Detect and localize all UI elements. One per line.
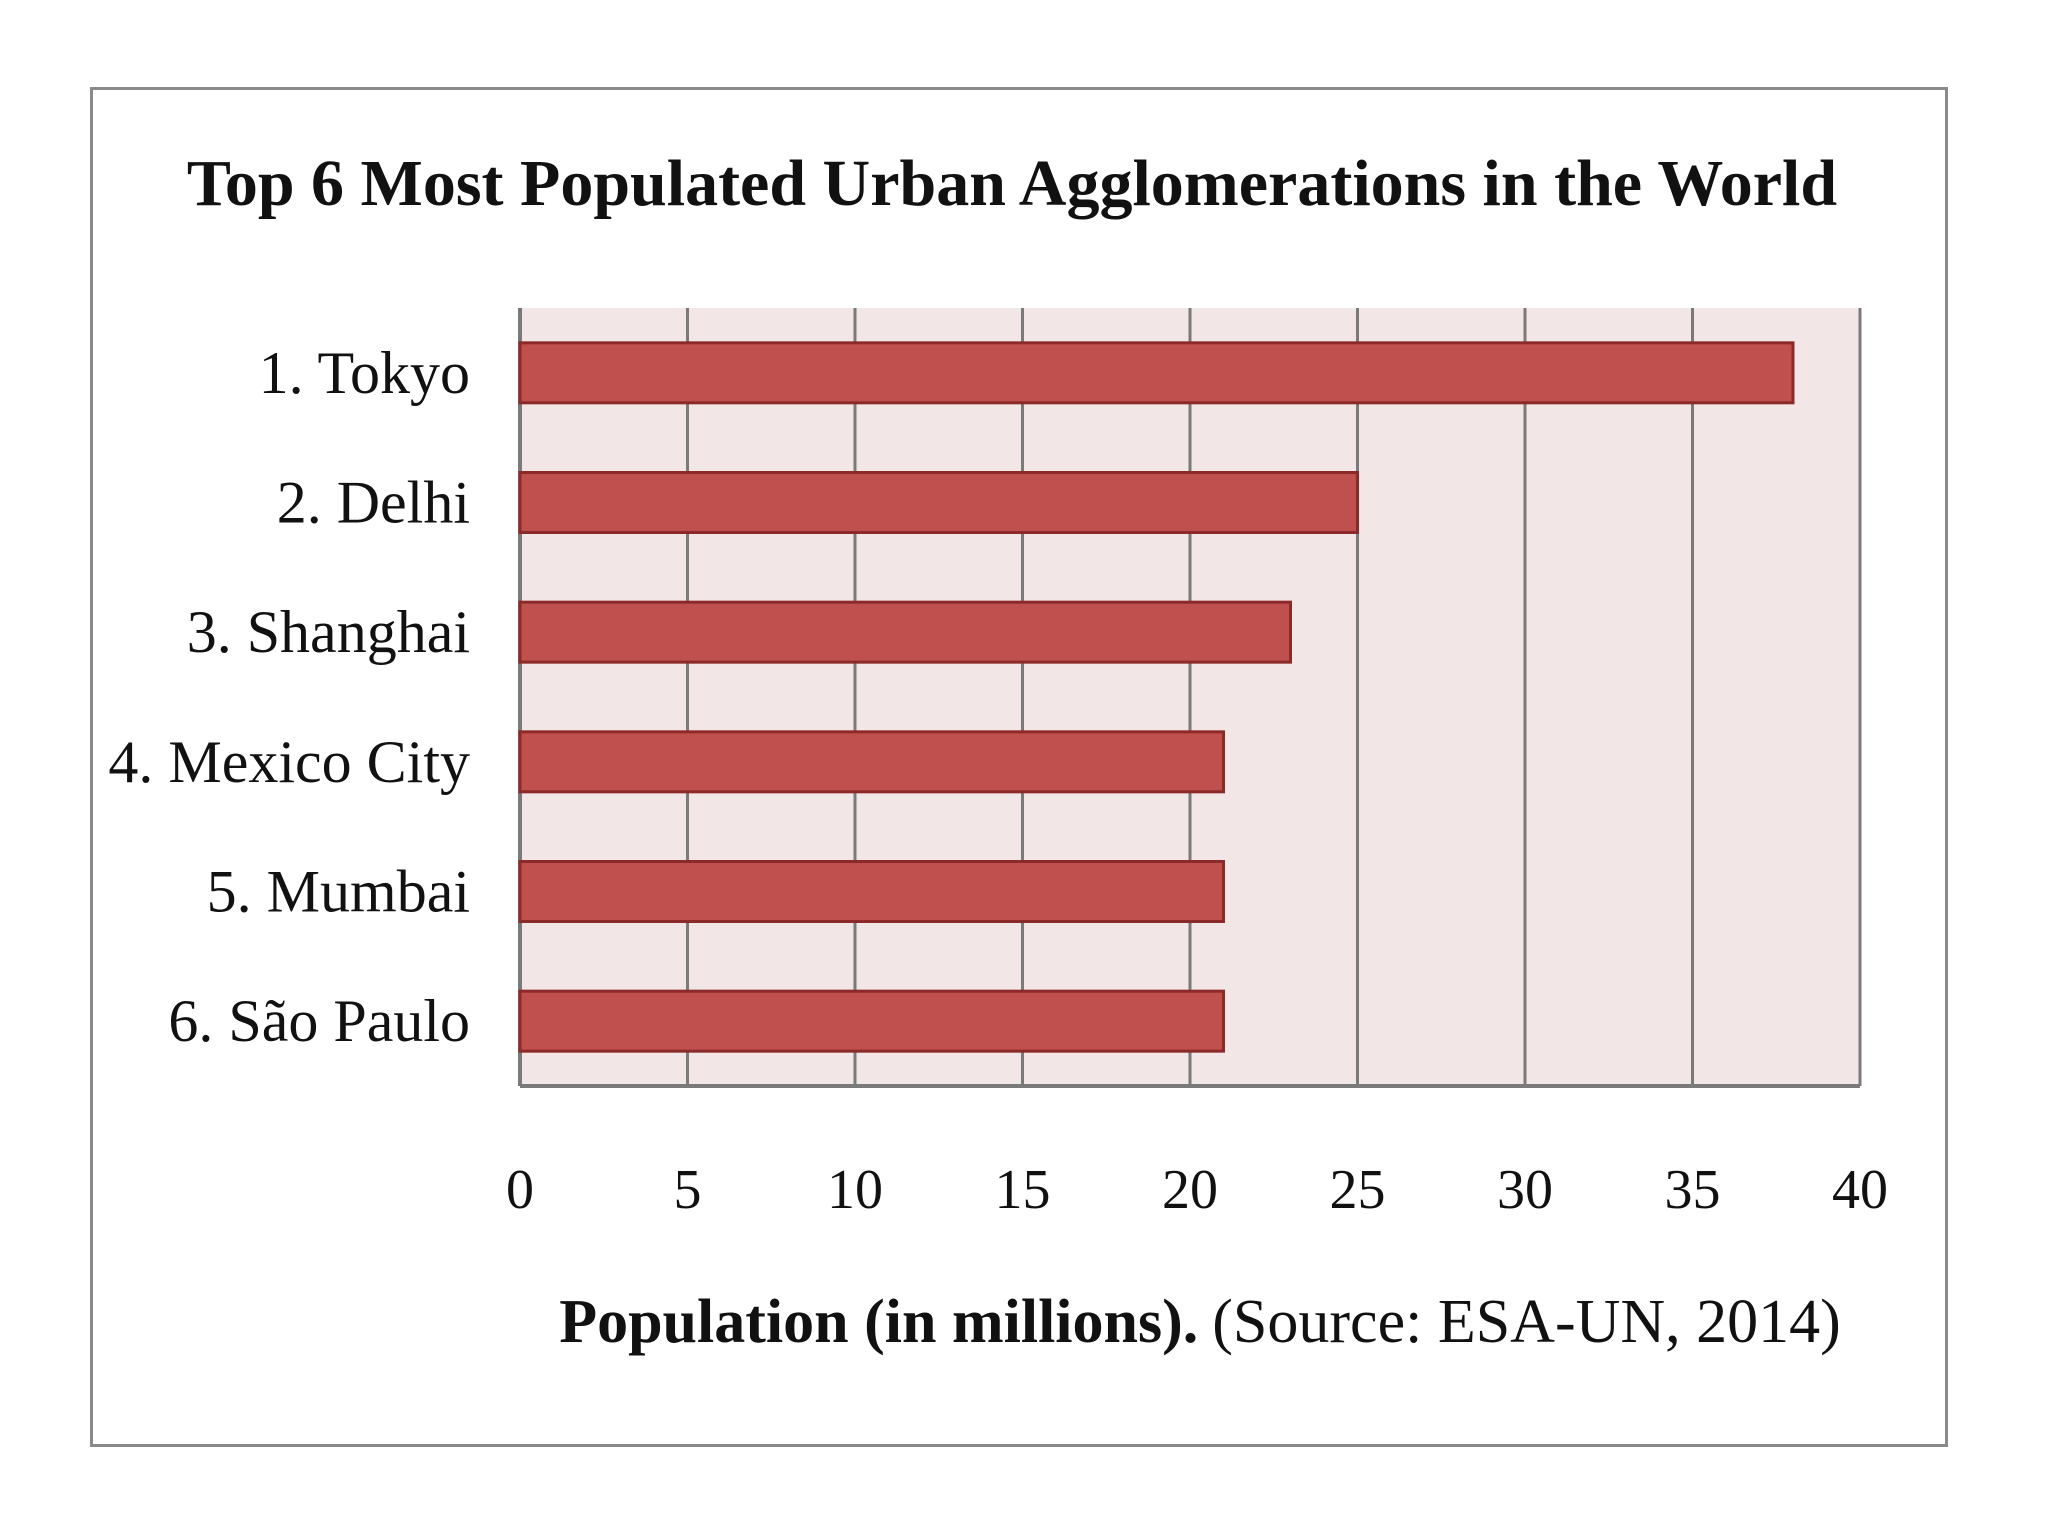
- bar-5: [518, 860, 1225, 923]
- x-axis-title: Population (in millions). (Source: ESA-UN…: [559, 1288, 1841, 1356]
- category-labels: 1. Tokyo 2. Delhi 3. Shanghai 4. Mexico Cit…: [108, 340, 470, 1054]
- x-tick-label-40: 40: [1832, 1159, 1888, 1221]
- bar-6: [518, 989, 1225, 1053]
- x-axis-label-source: (Source: ESA-UN, 2014): [1212, 1288, 1841, 1356]
- x-tick-label-35: 35: [1665, 1159, 1721, 1221]
- bar-4: [518, 730, 1225, 794]
- bar-2: [518, 471, 1359, 534]
- x-axis-label-main: Population (in millions).: [559, 1288, 1198, 1356]
- chart-title: Top 6 Most Populated Urban Agglomeration…: [187, 147, 1837, 220]
- x-tick-label-30: 30: [1497, 1159, 1553, 1221]
- bar-1: [518, 341, 1795, 405]
- bars: [518, 341, 1795, 1053]
- x-tick-label-5: 5: [674, 1159, 702, 1221]
- category-label-4: 4. Mexico City: [108, 729, 470, 795]
- bar-3: [518, 600, 1292, 664]
- x-tick-labels: 0 5 10 15 20 25 30 35 40: [506, 1159, 1888, 1221]
- x-tick-label-20: 20: [1162, 1159, 1218, 1221]
- category-label-6: 6. São Paulo: [168, 988, 470, 1054]
- category-label-2: 2. Delhi: [277, 470, 470, 536]
- category-label-1: 1. Tokyo: [259, 340, 470, 406]
- x-tick-label-25: 25: [1330, 1159, 1386, 1221]
- category-label-5: 5. Mumbai: [207, 859, 470, 925]
- category-label-3: 3. Shanghai: [187, 599, 470, 665]
- x-tick-label-0: 0: [506, 1159, 534, 1221]
- x-tick-label-15: 15: [995, 1159, 1051, 1221]
- gridlines: [518, 308, 1862, 1088]
- x-tick-label-10: 10: [827, 1159, 883, 1221]
